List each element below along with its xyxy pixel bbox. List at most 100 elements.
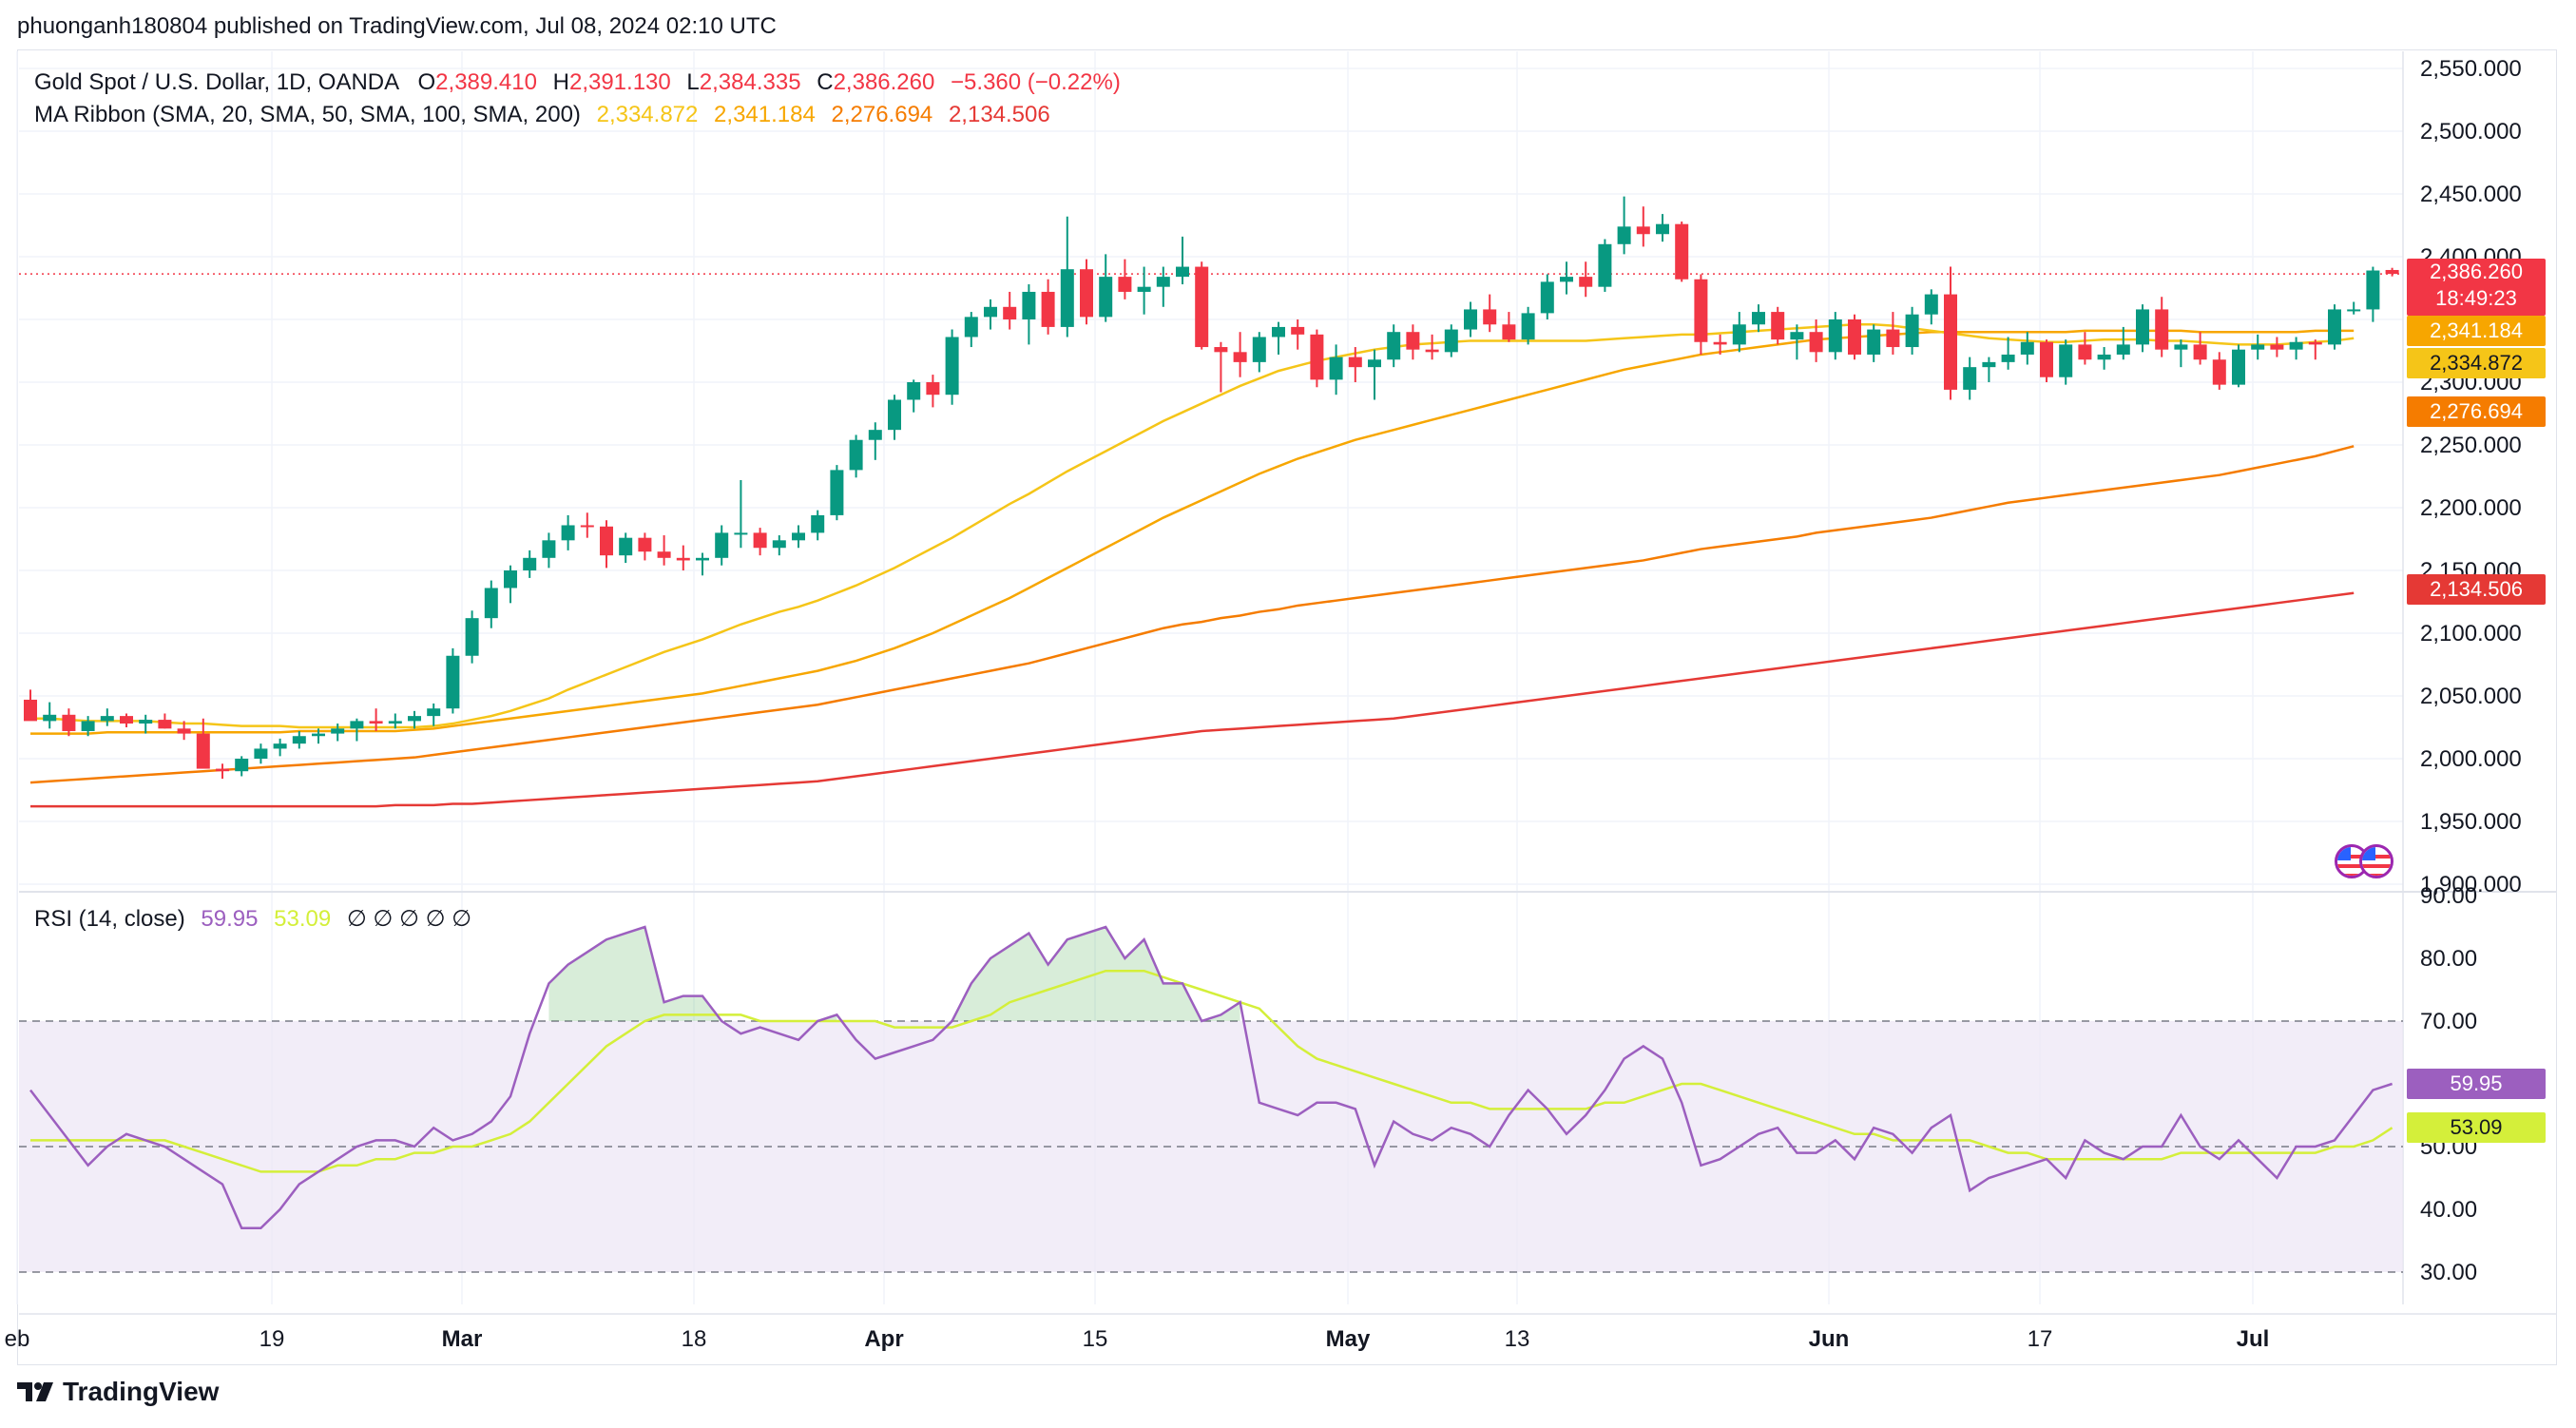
sma100-badge: 2,276.694 — [2407, 396, 2546, 427]
candle-body — [638, 537, 652, 552]
candle — [1521, 306, 1535, 345]
candle-body — [1214, 347, 1228, 353]
price-tick-label: 2,100.000 — [2420, 621, 2522, 646]
candle-body — [408, 716, 421, 722]
candle — [1540, 274, 1554, 319]
candle — [1848, 314, 1861, 360]
candle — [638, 532, 652, 561]
candle — [2020, 332, 2034, 365]
candle-body — [1406, 332, 1420, 350]
rsi-ma-badge: 53.09 — [2407, 1111, 2546, 1143]
us-flag-icon[interactable] — [2359, 844, 2393, 878]
candle-body — [2020, 341, 2034, 355]
candle-body — [1790, 332, 1804, 340]
current-price-value: 2,386.260 — [2430, 260, 2523, 284]
ohlc-legend: Gold Spot / U.S. Dollar, 1D, OANDA O2,38… — [34, 67, 1121, 99]
candle-body — [696, 557, 709, 561]
candle-body — [1905, 314, 1919, 348]
candle — [561, 514, 575, 550]
candle-body — [484, 588, 498, 619]
candle — [2232, 344, 2245, 388]
candle-body — [1924, 294, 1938, 315]
time-tick-label: May — [1326, 1326, 1371, 1352]
candle-body — [1156, 277, 1170, 287]
candle-body — [1291, 326, 1305, 335]
candle-body — [1579, 277, 1593, 287]
candle — [1502, 312, 1516, 342]
candle — [542, 532, 556, 569]
candle — [1444, 324, 1458, 357]
candle-body — [62, 714, 76, 731]
candle-body — [984, 306, 997, 318]
brand-name: TradingView — [63, 1377, 220, 1406]
candle-body — [1272, 326, 1285, 338]
ma-title[interactable]: MA Ribbon (SMA, 20, SMA, 50, SMA, 100, S… — [34, 102, 581, 127]
candle-body — [1848, 319, 1861, 355]
candle — [1310, 329, 1324, 388]
candle-body — [1368, 359, 1381, 368]
candle — [2366, 266, 2380, 322]
candle-body — [1617, 226, 1631, 244]
candle-body — [388, 721, 402, 724]
rsi-tick-label: 30.00 — [2420, 1260, 2477, 1285]
candle-body — [292, 736, 306, 744]
candle — [369, 708, 383, 731]
rsi-title[interactable]: RSI (14, close) — [34, 906, 185, 932]
candle-body — [2116, 344, 2130, 355]
rsi-ma-line — [30, 969, 2393, 1173]
candle — [408, 710, 421, 729]
candle — [1003, 291, 1017, 330]
candle-body — [1809, 332, 1823, 353]
candle — [235, 756, 249, 777]
candle-body — [2366, 270, 2380, 310]
ma-value-sma50: 2,341.184 — [714, 102, 816, 127]
candle — [465, 610, 479, 664]
low-label: L — [686, 69, 700, 95]
ma-value-sma200: 2,134.506 — [948, 102, 1050, 127]
candle-body — [1540, 281, 1554, 314]
candle — [964, 312, 978, 348]
candle-body — [1483, 309, 1497, 325]
candle — [1694, 274, 1708, 355]
candles — [24, 196, 2399, 780]
candle — [600, 520, 613, 569]
candle — [1272, 321, 1285, 355]
candle-body — [81, 721, 95, 731]
candle-body — [868, 430, 882, 440]
candle-body — [1521, 313, 1535, 340]
ma-value-sma20: 2,334.872 — [596, 102, 699, 127]
price-tick-label: 2,450.000 — [2420, 182, 2522, 207]
candle-body — [158, 720, 172, 729]
candle — [100, 708, 114, 726]
candle-body — [849, 439, 863, 471]
candle — [1291, 319, 1305, 350]
sma20-line — [30, 323, 2355, 729]
candle — [2270, 337, 2284, 357]
candle-body — [1982, 361, 1996, 368]
candle-body — [1944, 294, 1957, 390]
rsi-legend: RSI (14, close) 59.95 53.09 ∅ ∅ ∅ ∅ ∅ — [34, 905, 471, 933]
candle-body — [1502, 324, 1516, 340]
candle-body — [1329, 357, 1343, 380]
price-tick-label: 2,000.000 — [2420, 746, 2522, 772]
candle — [888, 395, 901, 440]
time-tick-label: Jun — [1809, 1326, 1850, 1352]
candle-body — [504, 570, 517, 589]
price-tick-label: 2,500.000 — [2420, 119, 2522, 145]
candle — [868, 422, 882, 460]
candle-body — [1771, 312, 1785, 340]
candle — [1137, 266, 1151, 315]
events-markers[interactable] — [2335, 844, 2403, 882]
rsi-ma-legend-value: 53.09 — [274, 906, 332, 932]
candle — [1675, 222, 1689, 282]
candle-body — [2270, 344, 2284, 350]
candle — [1828, 312, 1842, 360]
candle-body — [734, 532, 748, 535]
candle — [1809, 319, 1823, 362]
candle-body — [369, 721, 383, 724]
tradingview-logo[interactable]: TradingView — [17, 1377, 219, 1407]
candle-body — [1137, 286, 1151, 292]
symbol-title[interactable]: Gold Spot / U.S. Dollar, 1D, OANDA — [34, 69, 398, 95]
candle — [1656, 214, 1669, 242]
